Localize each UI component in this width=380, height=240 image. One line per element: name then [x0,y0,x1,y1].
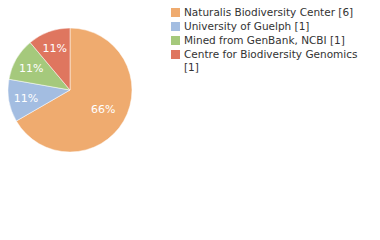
chart: 66%11%11%11%Naturalis Biodiversity Cente… [0,0,380,240]
legend-label: Centre for Biodiversity Genomics[1] [184,48,357,73]
data-label: 11% [19,62,43,75]
data-label: 66% [91,103,115,116]
legend-swatch [171,36,180,45]
legend-swatch [171,22,180,31]
legend-swatch [171,50,180,59]
data-label: 11% [14,92,38,105]
legend-label: University of Guelph [1] [184,20,309,32]
legend-swatch [171,8,180,17]
pie-slice [30,28,70,90]
pie [8,28,132,152]
legend-label: Naturalis Biodiversity Center [6] [184,6,353,18]
legend: Naturalis Biodiversity Center [6] Univers… [171,6,357,73]
data-label: 11% [43,42,67,55]
data-labels: 66%11%11%11% [14,42,116,116]
legend-label: Mined from GenBank, NCBI [1] [184,34,345,46]
